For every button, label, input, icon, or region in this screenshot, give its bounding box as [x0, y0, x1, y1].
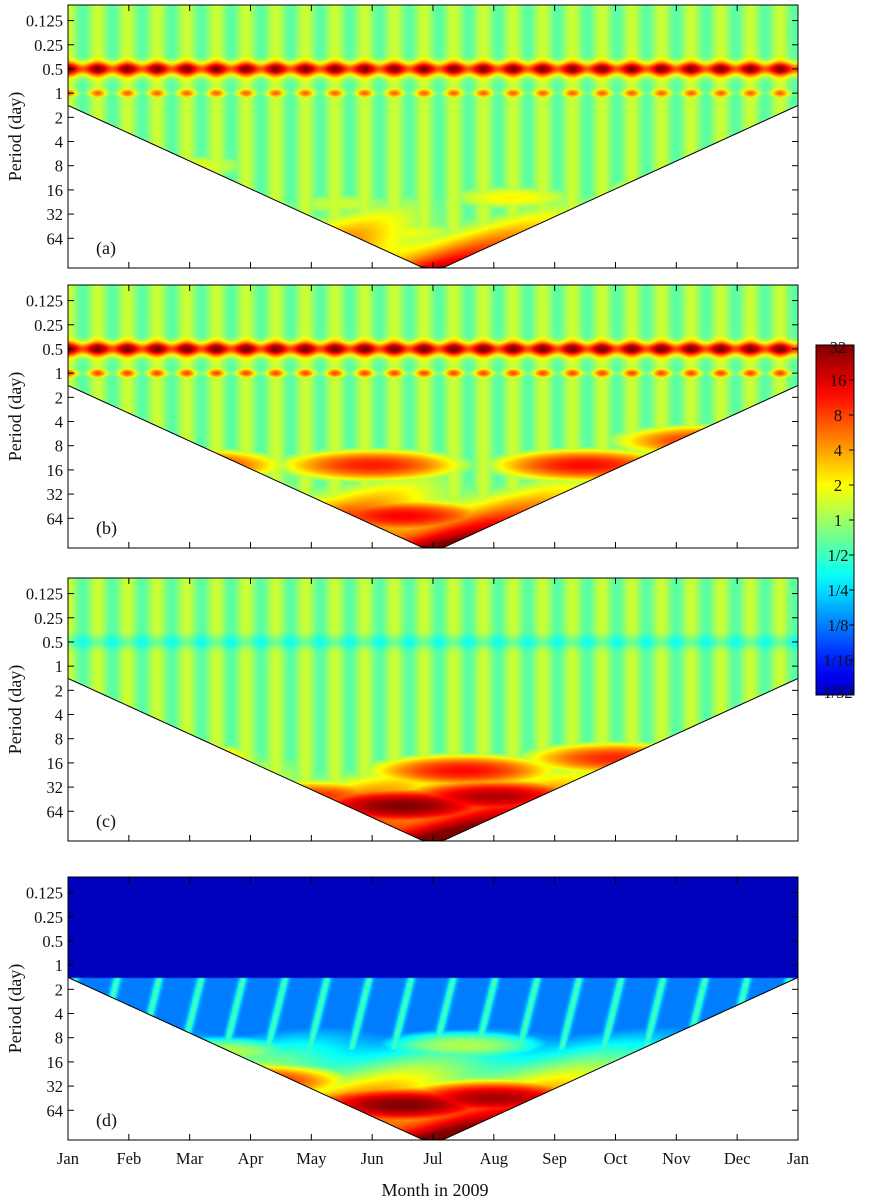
x-tick-label: Apr: [238, 1149, 264, 1168]
x-tick-label: Mar: [176, 1149, 204, 1168]
y-tick-label: 0.25: [34, 316, 63, 335]
panel-3: 0.125 0.25 0.5 1 2 4 8 16 32 64 Period (day) (c): [5, 577, 799, 842]
y-tick-label: 1: [55, 364, 63, 383]
x-tick-label: Jan: [57, 1149, 79, 1168]
y-tick-label: 32: [47, 485, 64, 504]
y-tick-label: 4: [55, 706, 63, 725]
cone-of-influence: [67, 284, 799, 549]
panel-label: (d): [96, 1110, 117, 1131]
y-tick-label: 2: [55, 681, 63, 700]
x-tick-label: Jun: [361, 1149, 384, 1168]
y-tick-label: 1: [55, 657, 63, 676]
colorbar-label: 4: [834, 441, 842, 460]
x-tick-label: Feb: [116, 1149, 141, 1168]
y-tick-label: 64: [47, 1101, 64, 1120]
cone-of-influence: [67, 577, 799, 842]
y-tick-label: 64: [47, 802, 64, 821]
x-tick-label: Dec: [724, 1149, 751, 1168]
y-tick-label: 0.5: [42, 633, 63, 652]
y-tick-label: 16: [47, 754, 64, 773]
panel-1: 0.125 0.25 0.5 1 2 4 8 16 32 64 Period (day) (a): [5, 4, 799, 269]
x-tick-label: May: [296, 1149, 327, 1168]
y-tick-label: 64: [47, 509, 64, 528]
x-tick-label: Jul: [423, 1149, 443, 1168]
y-tick-label: 0.125: [26, 884, 63, 903]
y-tick-label: 16: [47, 461, 64, 480]
x-tick-label: Jan: [787, 1149, 809, 1168]
y-tick-label: 16: [47, 181, 64, 200]
y-tick-label: 0.25: [34, 36, 63, 55]
x-axis-label: Month in 2009: [381, 1180, 488, 1200]
y-tick-label: 0.5: [42, 60, 63, 79]
y-tick-label: 0.125: [26, 292, 63, 311]
y-tick-label: 32: [47, 778, 64, 797]
y-tick-label: 8: [55, 730, 63, 749]
y-tick-label: 8: [55, 1029, 63, 1048]
colorbar-label: 1/32: [823, 683, 852, 702]
y-axis-label: Period (day): [5, 964, 26, 1053]
colorbar-label: 8: [834, 406, 842, 425]
y-tick-label: 2: [55, 388, 63, 407]
y-tick-label: 0.5: [42, 340, 63, 359]
cone-of-influence: [67, 4, 799, 269]
colorbar-label: 1/16: [823, 651, 852, 670]
cone-of-influence: [67, 876, 799, 1141]
x-tick-label: Nov: [662, 1149, 691, 1168]
x-tick-label: Sep: [542, 1149, 567, 1168]
colorbar-label: 2: [834, 476, 842, 495]
y-axis-label: Period (day): [5, 665, 26, 754]
y-tick-label: 1: [55, 84, 63, 103]
y-axis-label: Period (day): [5, 92, 26, 181]
panel-label: (c): [96, 811, 116, 832]
y-tick-label: 8: [55, 437, 63, 456]
y-tick-label: 16: [47, 1053, 64, 1072]
y-axis-label: Period (day): [5, 372, 26, 461]
x-axis: Jan Feb Mar Apr May Jun Jul Aug Sep Oct Nov Dec Jan: [57, 1149, 809, 1168]
x-tick-label: Aug: [480, 1149, 508, 1168]
y-tick-label: 0.125: [26, 12, 63, 31]
y-tick-label: 0.5: [42, 932, 63, 951]
y-tick-label: 8: [55, 157, 63, 176]
y-tick-label: 64: [47, 229, 64, 248]
y-tick-label: 4: [55, 413, 63, 432]
y-tick-label: 0.25: [34, 609, 63, 628]
y-tick-label: 0.125: [26, 585, 63, 604]
panel-label: (a): [96, 238, 116, 259]
y-tick-label: 32: [47, 205, 64, 224]
y-tick-label: 2: [55, 108, 63, 127]
colorbar-gradient: [815, 344, 855, 696]
panel-2: 0.125 0.25 0.5 1 2 4 8 16 32 64 Period (day) (b): [5, 284, 799, 549]
x-tick-label: Oct: [604, 1149, 628, 1168]
y-tick-label: 32: [47, 1077, 64, 1096]
panel-label: (b): [96, 518, 117, 539]
colorbar: 32 16 8 4 2 1 1/2 1/4 1/8 1/16 1/32: [815, 338, 855, 702]
y-tick-label: 0.25: [34, 908, 63, 927]
y-tick-label: 4: [55, 133, 63, 152]
y-tick-label: 4: [55, 1005, 63, 1024]
colorbar-label: 32: [830, 338, 847, 357]
colorbar-label: 1/2: [827, 546, 848, 565]
colorbar-label: 1/4: [827, 581, 848, 600]
y-tick-label: 2: [55, 980, 63, 999]
colorbar-label: 1: [834, 511, 842, 530]
y-tick-label: 1: [55, 956, 63, 975]
colorbar-label: 1/8: [827, 616, 848, 635]
panel-4: 0.125 0.25 0.5 1 2 4 8 16 32 64 Period (day) (d): [5, 876, 799, 1141]
colorbar-label: 16: [830, 371, 847, 390]
